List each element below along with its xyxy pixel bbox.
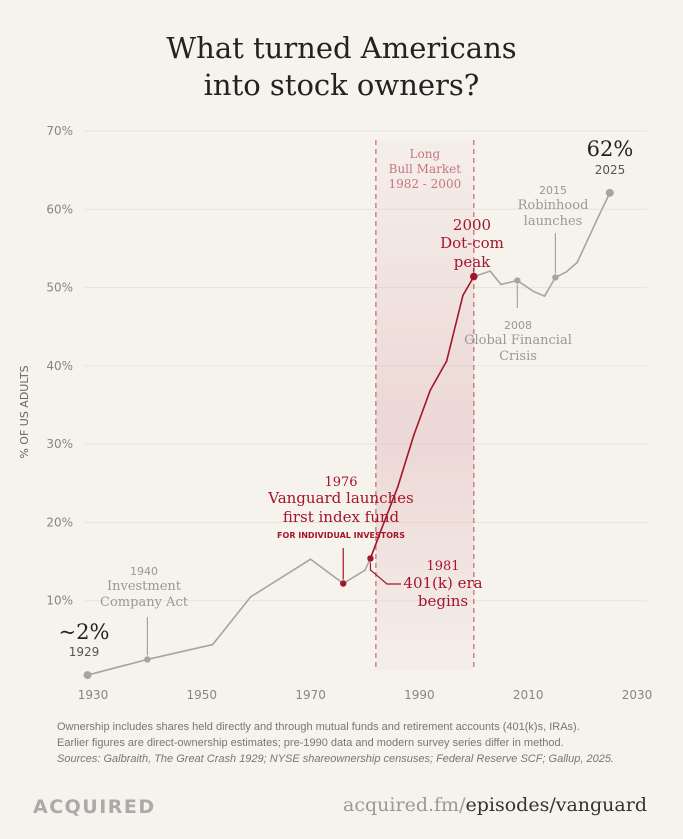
annotation-2015-year: 2015 (539, 184, 567, 197)
end-year: 2025 (595, 163, 626, 177)
url-domain: acquired.fm/ (343, 794, 466, 816)
series-segment-1992-1995 (429, 360, 448, 391)
x-tick-label-2010: 2010 (513, 688, 544, 702)
point-1929 (83, 671, 92, 680)
point-2008 (514, 277, 521, 284)
y-tick-label-40: 40% (46, 359, 73, 373)
annotation-1976-label-line-1: Vanguard launches (267, 489, 414, 507)
start-value: ~2% (59, 620, 110, 644)
x-tick-label-1950: 1950 (187, 688, 218, 702)
series-segment-2023-2025 (598, 192, 611, 217)
series-segment-1995-1998 (445, 294, 464, 362)
band-label-line-2: Bull Market (389, 162, 462, 176)
x-tick-label-1970: 1970 (295, 688, 326, 702)
annotation-2000-label-line-1: Dot-com (440, 234, 504, 252)
series-segment-1929-1940 (86, 658, 149, 676)
series-segment-2011-2013 (532, 290, 546, 297)
annotation-1940-year: 1940 (130, 565, 158, 578)
series-segment-2017-2019 (565, 261, 578, 273)
annotation-1940-label-line-1: Investment (107, 579, 182, 594)
point-2025 (605, 188, 614, 197)
chart-title: What turned Americans into stock owners? (0, 30, 683, 104)
annotation-1940-label-line-2: Company Act (100, 595, 189, 610)
series-segment-1952-1959 (211, 595, 252, 646)
series-segment-1986-1989 (396, 433, 415, 489)
leader-1981 (369, 562, 401, 585)
annotation-1981-label-line-2: begins (418, 592, 468, 610)
point-1976 (340, 580, 347, 587)
annotation-1981-year: 1981 (426, 559, 459, 574)
annotation-1976-year: 1976 (324, 475, 357, 490)
series-segment-1983-1986 (380, 486, 399, 531)
y-tick-label-50: 50% (46, 281, 73, 295)
annotation-2008-label-line-2: Crisis (499, 349, 537, 364)
chart-title-line-2: into stock owners? (203, 68, 480, 102)
start-year: 1929 (69, 645, 100, 659)
chart-title-line-1: What turned Americans (166, 31, 517, 65)
y-tick-label-10: 10% (46, 594, 73, 608)
annotation-2015-label-line-2: launches (524, 214, 583, 229)
footnote-method: Earlier figures are direct-ownership est… (57, 737, 564, 749)
series-segment-1970-1976 (309, 558, 345, 585)
series-segment-1959-1970 (249, 558, 312, 598)
band-label-line-1: Long (410, 147, 441, 161)
point-2015 (552, 274, 559, 281)
episode-url[interactable]: acquired.fm/episodes/vanguard (343, 794, 647, 816)
series-segment-2019-2023 (576, 214, 600, 264)
annotation-2008-year: 2008 (504, 319, 532, 332)
x-tick-label-2030: 2030 (622, 688, 653, 702)
series-segment-2013-2015 (543, 276, 557, 297)
brand-logo: ACQUIRED (33, 796, 156, 818)
band-label-line-3: 1982 - 2000 (388, 177, 461, 191)
point-1940 (144, 656, 151, 663)
series-segment-1940-1952 (146, 643, 214, 661)
series-segment-2003-2005 (489, 270, 502, 286)
y-tick-label-70: 70% (46, 124, 73, 138)
y-tick-label-20: 20% (46, 515, 73, 529)
y-tick-label-60: 60% (46, 202, 73, 216)
annotation-2000-label-line-2: peak (454, 253, 491, 271)
url-path: episodes/vanguard (465, 794, 647, 816)
footnotes: Ownership includes shares held directly … (57, 719, 657, 767)
x-tick-label-1990: 1990 (404, 688, 435, 702)
y-tick-label-30: 30% (46, 437, 73, 451)
footnote-ownership: Ownership includes shares held directly … (57, 721, 580, 733)
annotation-2000-year: 2000 (453, 216, 491, 234)
point-1981 (367, 555, 374, 562)
footnote-sources: Sources: Galbraith, The Great Crash 1929… (57, 753, 614, 765)
annotation-2008-label-line-1: Global Financial (464, 333, 572, 348)
series-segment-1976-1980 (342, 569, 366, 585)
series-segment-2008-2011 (516, 279, 535, 293)
y-axis-label: % OF US ADULTS (18, 365, 31, 458)
annotation-1976-label-line-2: first index fund (283, 508, 400, 526)
point-2000 (470, 272, 478, 281)
series-segment-1989-1992 (413, 389, 432, 436)
x-tick-label-1930: 1930 (78, 688, 109, 702)
series-segment-1981-1983 (369, 528, 383, 560)
annotation-1981-label-line-1: 401(k) era (403, 574, 482, 592)
annotation-2015-label-line-1: Robinhood (518, 198, 589, 213)
end-value: 62% (587, 137, 634, 161)
annotation-1976-sub: FOR INDIVIDUAL INVESTORS (277, 531, 405, 540)
